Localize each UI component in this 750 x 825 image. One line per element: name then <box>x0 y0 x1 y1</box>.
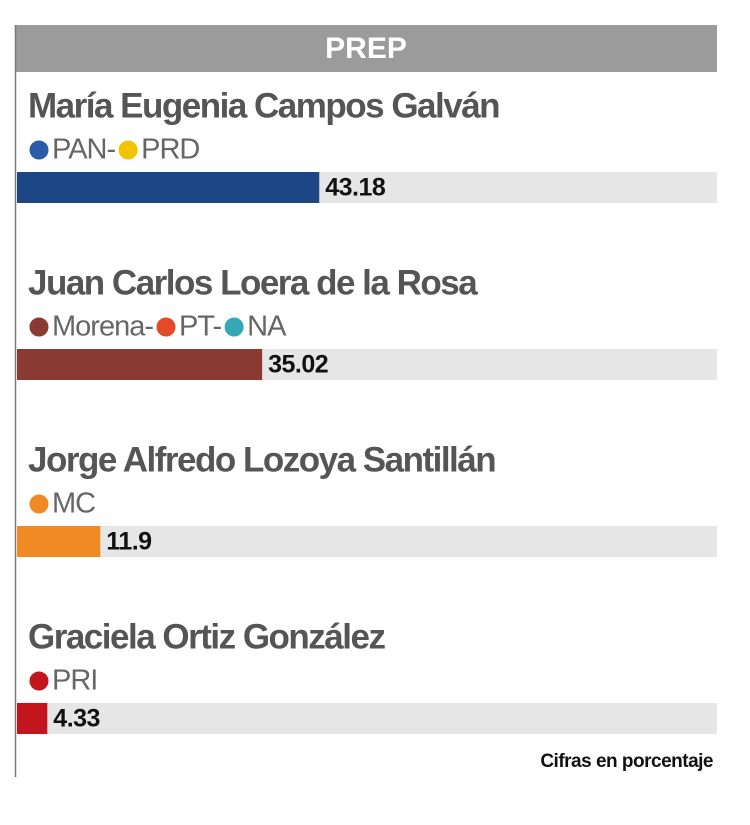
value-label: 11.9 <box>106 528 151 556</box>
party-icon <box>155 316 177 338</box>
party-label: NA <box>247 311 287 343</box>
party-label: PRD <box>141 134 199 166</box>
value-label: 4.33 <box>53 705 100 733</box>
bar-track <box>17 703 717 734</box>
candidate-name: Juan Carlos Loera de la Rosa <box>28 263 478 302</box>
value-label: 35.02 <box>268 351 328 379</box>
bar <box>17 703 48 734</box>
party-icon <box>28 493 50 515</box>
chart-title: PREP <box>325 32 407 65</box>
note: Cifras en porcentaje <box>540 751 713 772</box>
party-label: MC <box>52 488 95 520</box>
value-label: 43.18 <box>325 174 386 202</box>
bar-track <box>17 526 717 557</box>
party-label: Morena- <box>52 311 153 343</box>
header-bar <box>15 25 717 72</box>
candidate-name: María Eugenia Campos Galván <box>28 86 499 125</box>
party-icon <box>28 316 50 338</box>
candidate-name: Jorge Alfredo Lozoya Santillán <box>28 440 495 479</box>
bar <box>17 349 263 380</box>
bar <box>17 526 101 557</box>
bar <box>17 172 320 203</box>
party-icon <box>117 139 139 161</box>
party-icon <box>28 139 50 161</box>
party-label: PRI <box>52 665 97 697</box>
party-icon <box>223 316 245 338</box>
party-icon <box>28 670 50 692</box>
party-label: PT- <box>179 311 221 343</box>
candidate-name: Graciela Ortiz González <box>28 617 385 656</box>
party-label: PAN- <box>52 134 115 166</box>
